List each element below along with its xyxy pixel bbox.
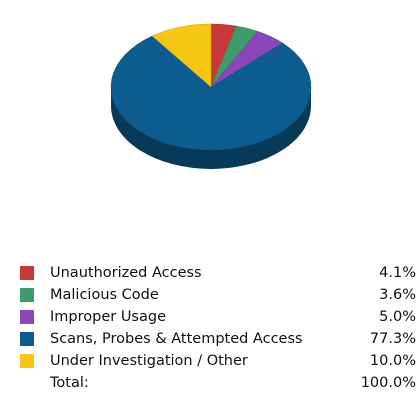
legend-label: Unauthorized Access <box>50 265 202 281</box>
pie-slice-4 <box>151 23 212 88</box>
legend-label: Scans, Probes & Attempted Access <box>50 331 303 347</box>
legend-item-malicious-code: Malicious Code 3.6% <box>20 284 416 306</box>
legend-value: 10.0% <box>369 353 416 369</box>
legend-swatch <box>20 354 34 368</box>
legend-item-unauthorized-access: Unauthorized Access 4.1% <box>20 262 416 284</box>
legend-label: Under Investigation / Other <box>50 353 248 369</box>
legend-item-under-investigation: Under Investigation / Other 10.0% <box>20 350 416 372</box>
pie-slice-3 <box>110 35 312 151</box>
legend-value: 3.6% <box>379 287 416 303</box>
legend-swatch <box>20 266 34 280</box>
total-value: 100.0% <box>360 375 416 391</box>
legend-total-row: Total: 100.0% <box>20 372 416 394</box>
legend-swatch <box>20 310 34 324</box>
legend-value: 5.0% <box>379 309 416 325</box>
legend-swatch <box>20 332 34 346</box>
legend-label: Improper Usage <box>50 309 166 325</box>
legend-value: 77.3% <box>369 331 416 347</box>
legend: Unauthorized Access 4.1% Malicious Code … <box>20 262 416 394</box>
legend-label: Malicious Code <box>50 287 159 303</box>
pie-chart <box>110 23 312 169</box>
pie-chart-svg <box>110 23 312 169</box>
legend-swatch <box>20 288 34 302</box>
pie-side-3 <box>111 87 311 169</box>
legend-item-scans-probes: Scans, Probes & Attempted Access 77.3% <box>20 328 416 350</box>
legend-item-improper-usage: Improper Usage 5.0% <box>20 306 416 328</box>
legend-value: 4.1% <box>379 265 416 281</box>
total-label: Total: <box>50 375 89 391</box>
